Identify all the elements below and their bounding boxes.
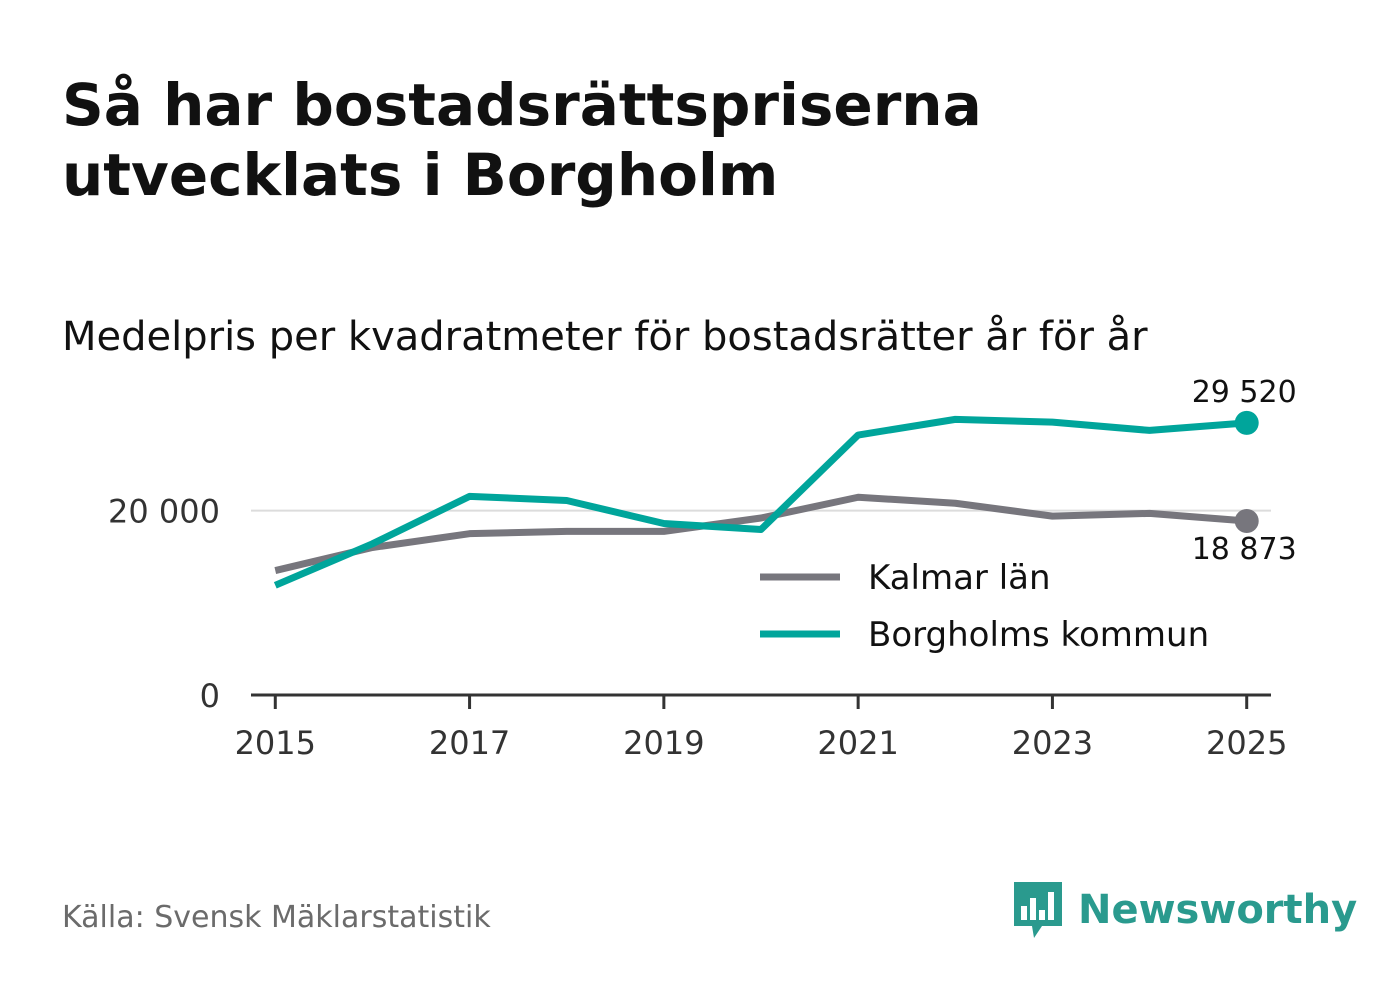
grid-layer: 0 20 000 <box>108 493 1271 715</box>
end-value-label: 18 873 <box>1192 532 1297 567</box>
series-layer <box>273 410 1259 589</box>
x-tick-label: 2019 <box>623 724 704 762</box>
bar-chart-speech-bubble-icon <box>1014 882 1062 938</box>
series-line-2 <box>273 415 1247 589</box>
chart-legend: Kalmar län Borgholms kommun <box>748 545 1248 665</box>
x-tick-label: 2021 <box>817 724 898 762</box>
x-tick-label: 2025 <box>1206 724 1287 762</box>
end-labels-layer: 18 873 29 520 <box>1192 375 1297 567</box>
series-line-1 <box>274 493 1247 574</box>
legend-background <box>748 545 1248 665</box>
end-value-label: 29 520 <box>1192 375 1297 410</box>
brand-logo: Newsworthy <box>1012 880 1357 940</box>
x-tick-label: 2017 <box>429 724 510 762</box>
y-tick-label: 0 <box>200 677 220 715</box>
source-note: Källa: Svensk Mäklarstatistik <box>62 900 491 935</box>
axes-layer: 2015 2017 2019 2021 2023 2025 <box>235 693 1287 762</box>
legend-label: Borgholms kommun <box>868 615 1209 655</box>
series-end-marker-1 <box>1234 509 1259 534</box>
brand-name: Newsworthy <box>1078 887 1358 933</box>
series-end-marker-2 <box>1234 410 1259 435</box>
legend-label: Kalmar län <box>868 558 1051 598</box>
x-tick-label: 2023 <box>1012 724 1093 762</box>
chart-title: Så har bostadsrättspriserna utvecklats i… <box>62 71 982 209</box>
x-tick-label: 2015 <box>235 724 316 762</box>
y-tick-label: 20 000 <box>108 493 220 531</box>
chart-subtitle: Medelpris per kvadratmeter för bostadsrä… <box>62 314 1148 360</box>
